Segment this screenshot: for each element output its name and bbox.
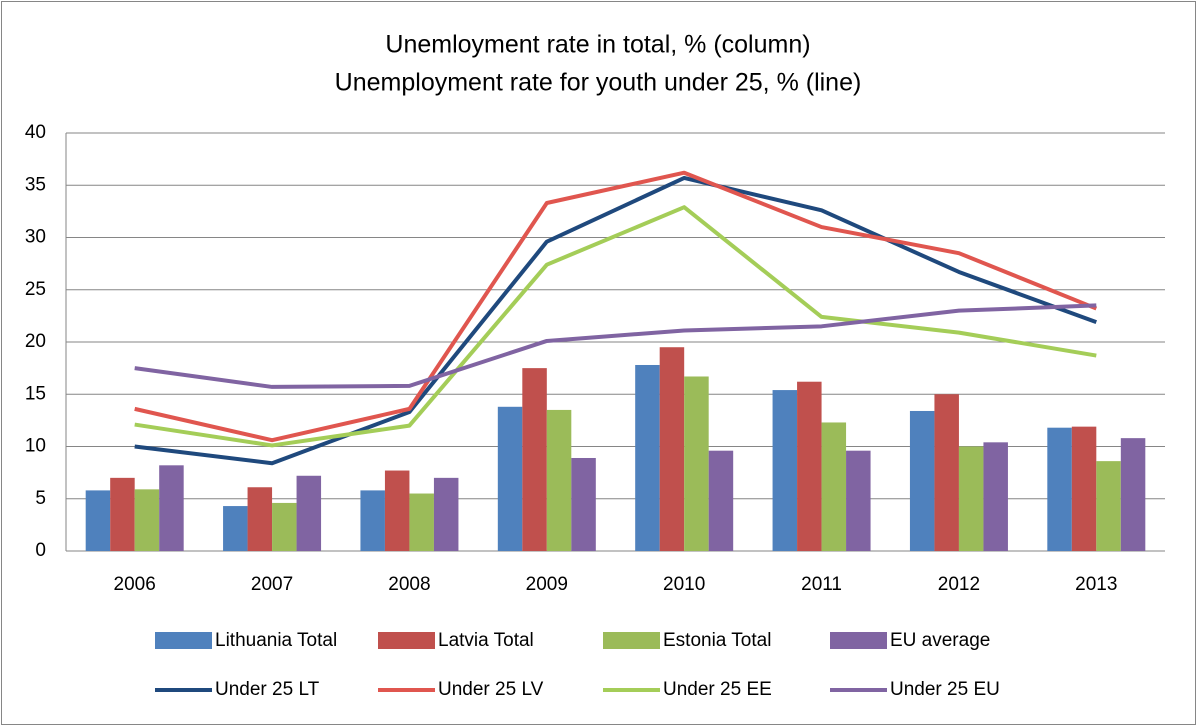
bar: [772, 390, 798, 551]
bar: [223, 506, 248, 551]
legend-label: Under 25 EE: [663, 679, 772, 700]
bar: [433, 477, 459, 551]
bar: [846, 450, 871, 551]
bar: [546, 409, 572, 551]
bar: [247, 487, 273, 551]
bar: [272, 502, 297, 551]
y-tick-label: 30: [25, 227, 46, 248]
legend-label: Under 25 LV: [438, 679, 544, 700]
bar: [635, 364, 660, 551]
bar: [409, 493, 434, 551]
bar: [934, 394, 959, 551]
bar: [797, 381, 822, 551]
line: [134, 175, 1097, 466]
bar: [684, 376, 709, 551]
y-tick-label: 15: [25, 383, 46, 404]
y-tick-label: 25: [25, 279, 46, 300]
bar: [909, 410, 935, 551]
x-tick-label: 2011: [801, 574, 842, 595]
x-tick-label: 2009: [526, 574, 568, 595]
bar: [1071, 426, 1097, 551]
x-tick-label: 2012: [938, 574, 980, 595]
legend-label: Latvia Total: [438, 630, 534, 651]
bar: [522, 368, 547, 551]
x-tick-label: 2010: [663, 574, 705, 595]
x-tick-label: 2013: [1075, 574, 1117, 595]
bar: [1120, 438, 1146, 551]
chart-subtitle: Unemployment rate for youth under 25, % …: [335, 69, 862, 97]
bar: [110, 477, 135, 551]
bar: [708, 450, 734, 551]
y-tick-label: 10: [25, 436, 46, 457]
legend-swatch: [378, 632, 435, 649]
legend-label: Under 25 LT: [215, 679, 320, 700]
legend-label: Estonia Total: [663, 630, 771, 651]
x-tick-label: 2008: [388, 574, 430, 595]
legend-label: Lithuania Total: [215, 630, 337, 651]
y-tick-label: 0: [35, 540, 46, 561]
bar: [360, 490, 385, 551]
x-tick-label: 2006: [114, 574, 156, 595]
line: [134, 303, 1097, 389]
bar: [571, 457, 596, 551]
y-tick-label: 35: [25, 174, 46, 195]
line: [134, 205, 1097, 448]
legend-label: Under 25 EU: [890, 679, 1000, 700]
y-tick-label: 40: [25, 122, 46, 143]
bar: [296, 475, 322, 551]
legend-swatch: [155, 632, 212, 649]
bar: [659, 347, 685, 551]
bar: [497, 406, 523, 551]
bar: [134, 489, 160, 551]
x-tick-label: 2007: [251, 574, 293, 595]
legend-swatch: [830, 632, 887, 649]
y-tick-label: 5: [35, 488, 46, 509]
bar: [821, 422, 847, 551]
bar: [159, 465, 184, 551]
bar: [1096, 461, 1121, 551]
legend-label: EU average: [890, 630, 990, 651]
bar: [1047, 427, 1072, 551]
bar: [983, 442, 1008, 551]
chart-title: Unemloyment rate in total, % (column): [385, 31, 810, 59]
bar: [958, 446, 984, 551]
legend-swatch: [603, 632, 660, 649]
line: [134, 170, 1098, 443]
y-tick-label: 20: [25, 331, 46, 352]
bar: [384, 470, 410, 551]
bar: [85, 490, 111, 551]
